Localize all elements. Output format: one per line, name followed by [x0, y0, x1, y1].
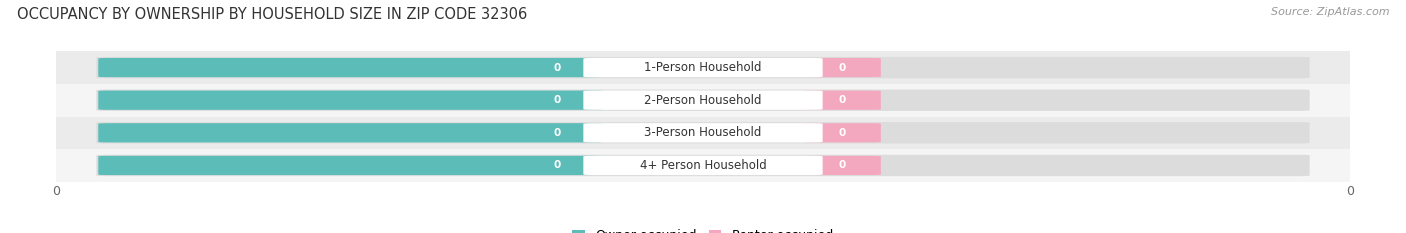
Text: Source: ZipAtlas.com: Source: ZipAtlas.com — [1271, 7, 1389, 17]
Bar — [56, 149, 1350, 182]
FancyBboxPatch shape — [98, 91, 603, 110]
Text: 0: 0 — [838, 95, 845, 105]
Legend: Owner-occupied, Renter-occupied: Owner-occupied, Renter-occupied — [568, 224, 838, 233]
Bar — [56, 51, 1350, 84]
Text: 4+ Person Household: 4+ Person Household — [640, 159, 766, 172]
Text: 2-Person Household: 2-Person Household — [644, 94, 762, 107]
FancyBboxPatch shape — [98, 58, 603, 77]
FancyBboxPatch shape — [97, 155, 1309, 176]
FancyBboxPatch shape — [97, 57, 1309, 78]
FancyBboxPatch shape — [803, 91, 880, 110]
Bar — [56, 116, 1350, 149]
FancyBboxPatch shape — [803, 58, 880, 77]
FancyBboxPatch shape — [803, 156, 880, 175]
Text: 0: 0 — [838, 161, 845, 170]
Text: 1-Person Household: 1-Person Household — [644, 61, 762, 74]
Text: 0: 0 — [553, 95, 561, 105]
Text: 0: 0 — [553, 63, 561, 72]
Text: 0: 0 — [553, 128, 561, 138]
Text: 0: 0 — [838, 128, 845, 138]
Text: 0: 0 — [553, 161, 561, 170]
Text: 0: 0 — [838, 63, 845, 72]
FancyBboxPatch shape — [97, 122, 1309, 144]
FancyBboxPatch shape — [98, 123, 603, 142]
FancyBboxPatch shape — [803, 123, 880, 142]
FancyBboxPatch shape — [98, 156, 603, 175]
FancyBboxPatch shape — [97, 89, 1309, 111]
Text: 3-Person Household: 3-Person Household — [644, 126, 762, 139]
FancyBboxPatch shape — [583, 156, 823, 175]
FancyBboxPatch shape — [583, 123, 823, 142]
Text: OCCUPANCY BY OWNERSHIP BY HOUSEHOLD SIZE IN ZIP CODE 32306: OCCUPANCY BY OWNERSHIP BY HOUSEHOLD SIZE… — [17, 7, 527, 22]
FancyBboxPatch shape — [583, 58, 823, 77]
Bar — [56, 84, 1350, 116]
FancyBboxPatch shape — [583, 91, 823, 110]
